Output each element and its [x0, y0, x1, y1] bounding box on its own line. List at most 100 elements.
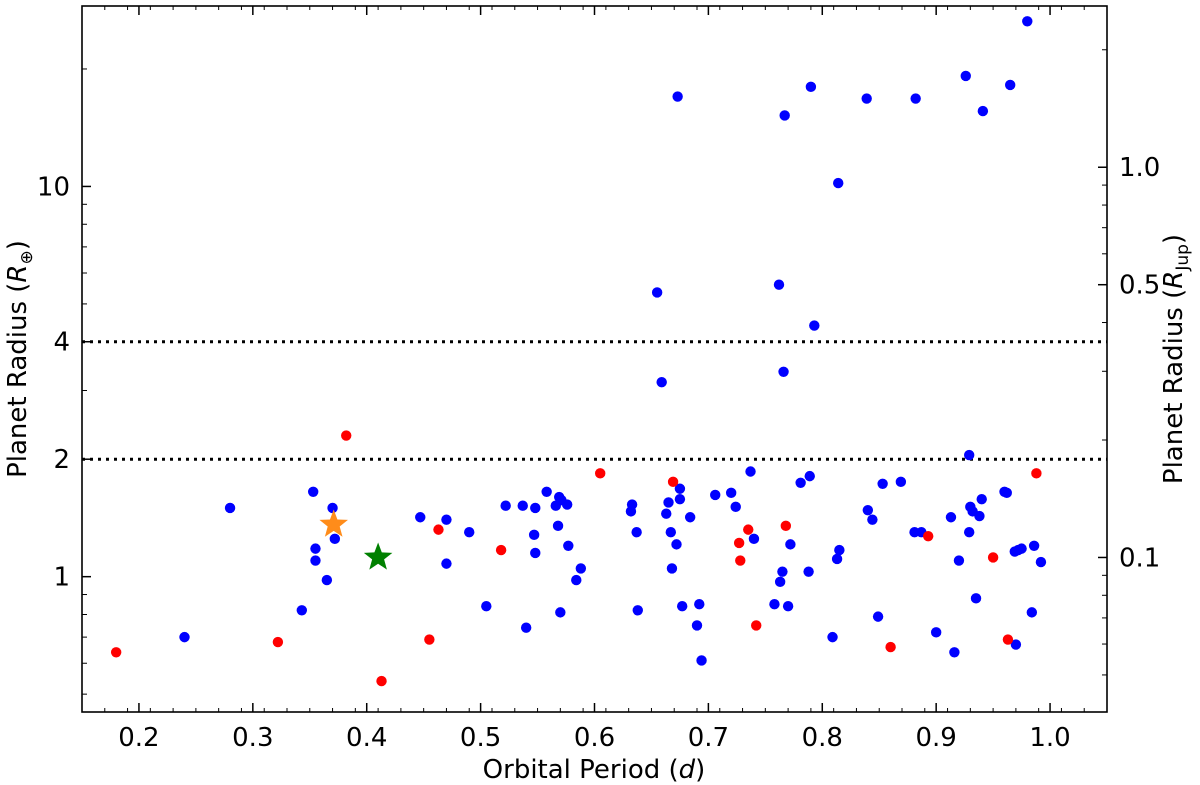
y2-tick-label: 0.1	[1119, 543, 1160, 573]
secondary-y-axis-label: Planet Radius (RJup)	[1159, 234, 1193, 484]
red-data-point	[433, 524, 444, 535]
secondary-y-axis-ticks: 0.1 0.5 1.0	[1098, 49, 1160, 676]
red-data-point	[424, 634, 435, 645]
green-star-marker	[363, 542, 393, 570]
blue-data-point	[831, 553, 843, 565]
blue-data-point	[949, 647, 960, 658]
red-data-point	[1002, 634, 1014, 645]
blue-data-point	[571, 574, 582, 586]
blue-data-point	[665, 527, 677, 538]
blue-data-point	[930, 627, 942, 638]
blue-data-point	[441, 514, 452, 525]
y-tick-label: 4	[53, 328, 70, 358]
blue-data-point	[785, 539, 796, 550]
plot-frame	[81, 5, 1108, 713]
blue-data-point	[1026, 607, 1038, 618]
blue-data-point	[321, 574, 333, 586]
blue-data-point	[520, 622, 532, 633]
y-axis-label: Planet Radius (R⊕)	[3, 240, 37, 478]
blue-data-point	[1001, 487, 1012, 499]
blue-data-point	[867, 514, 878, 525]
blue-data-point	[1028, 540, 1040, 551]
x-tick-label: 0.4	[346, 723, 387, 753]
blue-data-point	[1035, 556, 1047, 568]
blue-data-point	[910, 93, 921, 104]
blue-data-point	[1022, 16, 1033, 27]
blue-data-point	[725, 487, 737, 499]
red-data-point	[735, 555, 746, 566]
blue-data-point	[307, 486, 319, 498]
blue-data-point	[805, 81, 817, 93]
blue-data-point	[745, 466, 756, 477]
blue-data-point	[976, 493, 987, 505]
blue-data-point	[970, 593, 982, 604]
blue-data-point	[555, 607, 566, 618]
red-data-point	[110, 647, 122, 658]
blue-data-point	[631, 527, 642, 538]
blue-data-point	[748, 533, 760, 545]
blue-data-point	[960, 70, 971, 82]
blue-data-point	[974, 510, 985, 522]
blue-data-point	[861, 93, 872, 104]
blue-data-point	[710, 489, 721, 501]
blue-data-point	[329, 533, 341, 545]
blue-data-point	[656, 377, 667, 388]
blue-data-point	[663, 497, 674, 508]
blue-data-point	[694, 599, 705, 610]
red-data-point	[495, 544, 507, 556]
blue-data-point	[774, 576, 786, 588]
blue-data-point	[415, 512, 426, 523]
x-tick-label: 0.5	[460, 723, 501, 753]
y2-tick-label: 0.5	[1119, 271, 1160, 301]
blue-data-point	[552, 520, 564, 532]
blue-data-point	[945, 512, 957, 523]
blue-data-point	[696, 655, 707, 666]
blue-data-point	[803, 566, 814, 577]
blue-data-point	[778, 366, 789, 377]
red-data-point	[987, 552, 999, 563]
red-data-point	[1031, 468, 1042, 479]
blue-data-point	[541, 486, 552, 498]
blue-data-point	[862, 505, 874, 516]
blue-data-point	[1016, 543, 1027, 554]
blue-data-point	[834, 544, 845, 556]
blue-data-point	[632, 605, 643, 616]
red-data-point	[376, 675, 387, 687]
red-data-point	[780, 520, 792, 532]
blue-data-point	[809, 320, 820, 331]
reference-lines	[82, 340, 1107, 461]
red-data-point	[594, 468, 606, 479]
x-tick-label: 1.0	[1029, 723, 1070, 753]
blue-data-point	[296, 605, 308, 616]
blue-data-point	[1004, 79, 1016, 91]
data-points	[110, 16, 1047, 687]
blue-data-point	[651, 287, 663, 298]
blue-data-point	[575, 563, 587, 574]
x-tick-label: 0.3	[232, 723, 273, 753]
red-data-point	[922, 530, 934, 542]
blue-data-point	[777, 566, 788, 577]
blue-data-point	[795, 477, 806, 489]
x-tick-label: 0.6	[574, 723, 615, 753]
y-tick-label: 1	[53, 563, 70, 593]
blue-data-point	[674, 483, 686, 494]
blue-data-point	[179, 631, 190, 643]
red-data-point	[341, 430, 352, 441]
red-data-point	[272, 636, 284, 648]
y2-tick-label: 1.0	[1119, 153, 1160, 183]
blue-data-point	[674, 493, 686, 505]
blue-data-point	[833, 177, 844, 189]
red-data-point	[743, 524, 754, 535]
blue-data-point	[769, 599, 780, 610]
blue-data-point	[310, 555, 321, 566]
blue-data-point	[872, 611, 884, 622]
blue-data-point	[500, 500, 511, 511]
y-axis-ticks: 1 2 4 10	[37, 68, 91, 695]
x-tick-label: 0.9	[915, 723, 956, 753]
blue-data-point	[1010, 639, 1022, 650]
blue-data-point	[895, 476, 907, 488]
y-tick-label: 10	[37, 172, 70, 202]
blue-data-point	[626, 499, 638, 510]
blue-data-point	[528, 529, 540, 541]
